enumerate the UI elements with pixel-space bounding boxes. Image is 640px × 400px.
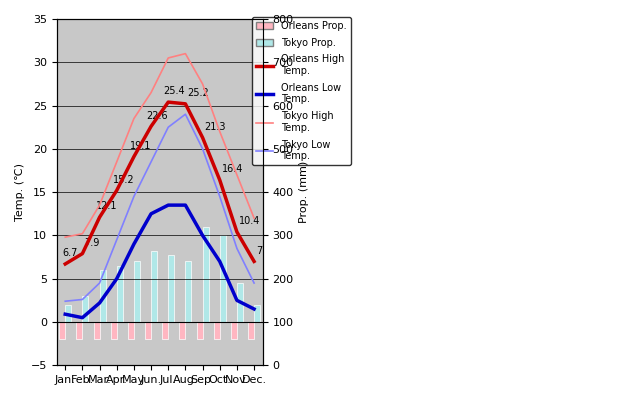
Bar [100, 270, 106, 322]
Text: 7: 7 [256, 246, 262, 256]
Bar [83, 296, 88, 322]
Bar [134, 261, 140, 322]
Text: 16.4: 16.4 [221, 164, 243, 174]
Bar [186, 261, 191, 322]
Bar [128, 322, 134, 339]
Bar [248, 322, 254, 339]
Bar [237, 283, 243, 322]
Bar [145, 322, 151, 339]
Bar [162, 322, 168, 339]
Bar [168, 255, 174, 322]
Text: 12.1: 12.1 [96, 202, 118, 212]
Bar [196, 322, 203, 339]
Text: 15.2: 15.2 [113, 175, 135, 185]
Bar [179, 322, 186, 339]
Text: 10.4: 10.4 [239, 216, 260, 226]
Bar [93, 322, 100, 339]
Text: 21.3: 21.3 [204, 122, 226, 132]
Bar [203, 227, 209, 322]
Bar [214, 322, 220, 339]
Bar [220, 236, 226, 322]
Text: 7.9: 7.9 [84, 238, 99, 248]
Bar [65, 305, 71, 322]
Text: 25.2: 25.2 [187, 88, 209, 98]
Text: 22.6: 22.6 [146, 110, 168, 120]
Bar [151, 250, 157, 322]
Bar [60, 322, 65, 339]
Bar [254, 305, 260, 322]
Bar [231, 322, 237, 339]
Text: 6.7: 6.7 [63, 248, 78, 258]
Text: 25.4: 25.4 [163, 86, 185, 96]
Bar [111, 322, 116, 339]
Bar [76, 322, 83, 339]
Legend: Orleans Prop., Tokyo Prop., Orleans High
Temp., Orleans Low
Temp., Tokyo High
Te: Orleans Prop., Tokyo Prop., Orleans High… [252, 17, 351, 165]
Text: 19.1: 19.1 [130, 141, 151, 151]
Y-axis label: Prop. (mm): Prop. (mm) [299, 161, 309, 223]
Bar [116, 266, 123, 322]
Y-axis label: Temp. (℃): Temp. (℃) [15, 163, 25, 221]
